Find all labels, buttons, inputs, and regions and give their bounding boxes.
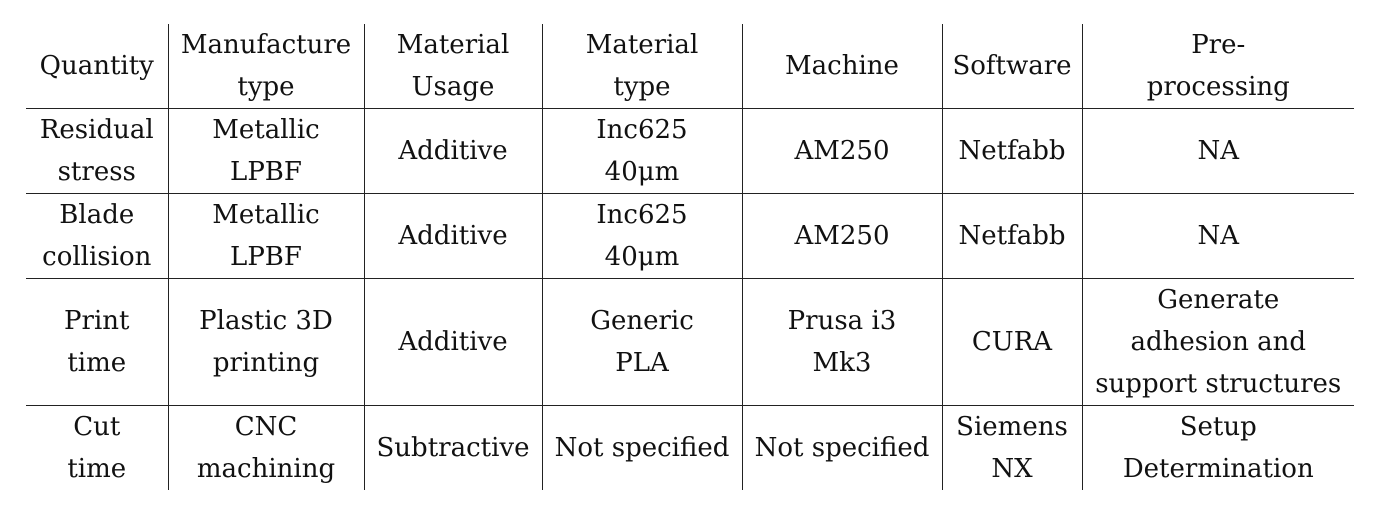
- cell-material-type: Inc625 40μm: [541, 108, 743, 194]
- cell-material-usage: Additive: [363, 278, 543, 406]
- cell-quantity: Blade collision: [26, 193, 169, 279]
- cell-material-usage: Subtractive: [363, 405, 543, 490]
- cell-preprocessing: NA: [1081, 108, 1354, 194]
- cell-machine: Prusa i3 Mk3: [741, 278, 943, 406]
- cell-manufacture-type: Plastic 3D printing: [167, 278, 365, 406]
- cell-manufacture-type: Metallic LPBF: [167, 193, 365, 279]
- comparison-table-container: Quantity Manufacture type Material Usage…: [26, 24, 1354, 490]
- table-row: Print time Plastic 3D printing Additive …: [26, 278, 1354, 406]
- header-machine: Machine: [741, 24, 943, 109]
- cell-preprocessing: NA: [1081, 193, 1354, 279]
- table-row: Blade collision Metallic LPBF Additive I…: [26, 193, 1354, 279]
- cell-quantity: Print time: [26, 278, 169, 406]
- header-preprocessing: Pre- processing: [1081, 24, 1354, 109]
- comparison-table: Quantity Manufacture type Material Usage…: [26, 24, 1354, 490]
- cell-software: Siemens NX: [941, 405, 1083, 490]
- cell-software: Netfabb: [941, 108, 1083, 194]
- header-material-type: Material type: [541, 24, 743, 109]
- cell-machine: Not specified: [741, 405, 943, 490]
- header-manufacture-type: Manufacture type: [167, 24, 365, 109]
- cell-material-usage: Additive: [363, 108, 543, 194]
- cell-quantity: Residual stress: [26, 108, 169, 194]
- cell-machine: AM250: [741, 108, 943, 194]
- header-row: Quantity Manufacture type Material Usage…: [26, 24, 1354, 109]
- cell-quantity: Cut time: [26, 405, 169, 490]
- table-row: Residual stress Metallic LPBF Additive I…: [26, 108, 1354, 194]
- table-row: Cut time CNC machining Subtractive Not s…: [26, 405, 1354, 490]
- cell-material-type: Generic PLA: [541, 278, 743, 406]
- header-quantity: Quantity: [26, 24, 169, 109]
- cell-manufacture-type: CNC machining: [167, 405, 365, 490]
- header-software: Software: [941, 24, 1083, 109]
- cell-preprocessing: Generate adhesion and support structures: [1081, 278, 1354, 406]
- cell-material-usage: Additive: [363, 193, 543, 279]
- cell-software: Netfabb: [941, 193, 1083, 279]
- cell-machine: AM250: [741, 193, 943, 279]
- header-material-usage: Material Usage: [363, 24, 543, 109]
- cell-preprocessing: Setup Determination: [1081, 405, 1354, 490]
- cell-software: CURA: [941, 278, 1083, 406]
- cell-manufacture-type: Metallic LPBF: [167, 108, 365, 194]
- cell-material-type: Inc625 40μm: [541, 193, 743, 279]
- cell-material-type: Not specified: [541, 405, 743, 490]
